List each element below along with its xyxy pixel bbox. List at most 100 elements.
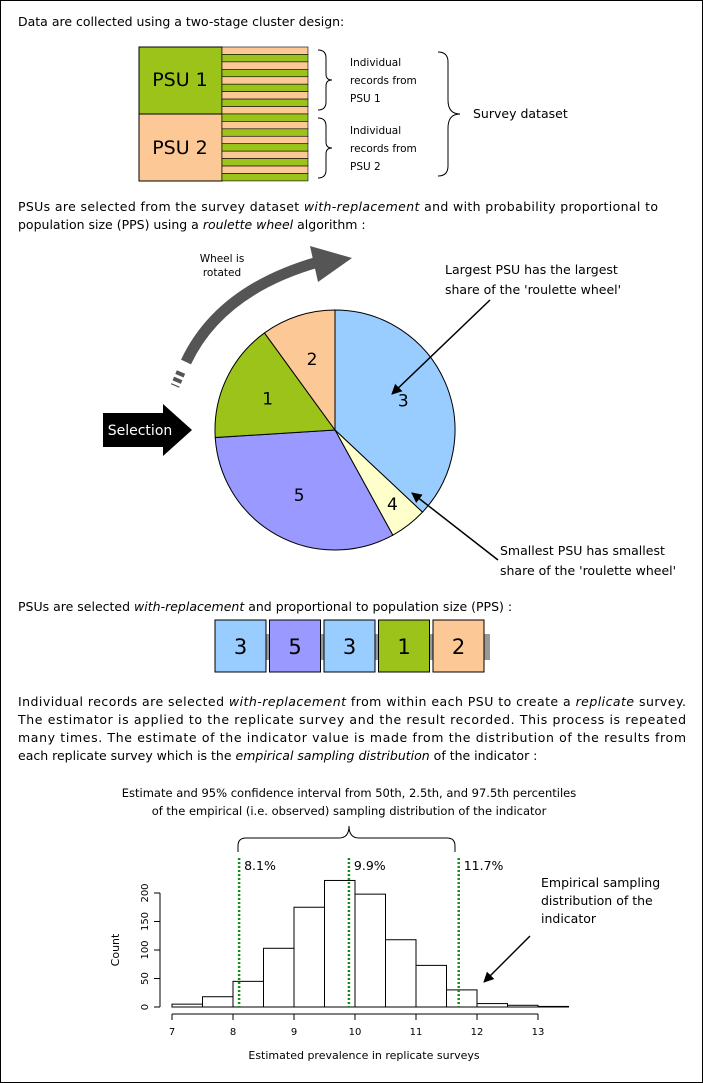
record-row <box>221 135 309 145</box>
record-row <box>221 113 309 122</box>
slice-label: 4 <box>387 495 398 515</box>
x-tick-label: 9 <box>291 1027 297 1038</box>
psu-box <box>432 619 485 673</box>
records-label: records from <box>350 143 417 155</box>
y-tick-label: 50 <box>140 972 151 985</box>
histogram: 7 8 9 10 11 12 13 0 50 100 150 200 Estimated prevale… <box>109 858 569 1062</box>
record-stripes <box>221 46 309 182</box>
text: many times. The estimate of the indicato… <box>18 730 686 745</box>
psu-label: 3 <box>343 635 356 659</box>
slice-label: 5 <box>294 486 305 506</box>
paragraph-line: Individual records are selected with-rep… <box>18 694 686 709</box>
text: algorithm : <box>293 217 366 232</box>
annotation: distribution of the <box>541 893 653 908</box>
record-row <box>221 106 309 115</box>
record-row <box>221 165 309 174</box>
bar <box>324 879 356 1008</box>
y-tick-label: 100 <box>140 940 151 959</box>
slice-label: 1 <box>262 389 273 409</box>
x-tick-label: 13 <box>532 1027 545 1038</box>
text: roulette wheel <box>203 217 294 232</box>
caption: Estimate and 95% confidence interval fro… <box>122 786 576 800</box>
record-row <box>221 69 309 78</box>
text: PSUs are selected <box>18 599 134 614</box>
pie-slice <box>334 309 456 513</box>
selected-psus: 3 5 3 1 2 <box>214 619 485 673</box>
records-label: PSU 1 <box>350 93 381 105</box>
text: The estimator is applied to the replicat… <box>17 712 686 727</box>
text: replicate <box>576 694 635 709</box>
pie-slice <box>214 429 394 551</box>
brace <box>237 825 456 852</box>
record-row <box>221 83 309 92</box>
psu-box <box>138 113 223 182</box>
wheel-note: Wheel is <box>200 253 245 265</box>
records-label: records from <box>350 75 417 87</box>
brace <box>317 49 333 111</box>
record-row <box>221 143 309 152</box>
record-row <box>221 46 309 55</box>
y-tick-label: 200 <box>140 883 151 902</box>
rotation-arrow <box>181 256 320 365</box>
psu-label: PSU 2 <box>152 137 208 159</box>
text: with-replacement <box>134 599 245 614</box>
intro: Data are collected using a two-stage clu… <box>18 14 344 29</box>
record-row <box>221 76 309 85</box>
percentile-label: 11.7% <box>464 858 504 873</box>
bar <box>476 1003 508 1008</box>
annotation: Smallest PSU has smallest <box>500 543 665 558</box>
psu-label: 3 <box>234 635 247 659</box>
caption: of the empirical (i.e. observed) samplin… <box>152 804 547 818</box>
psu-label: 5 <box>288 635 301 659</box>
y-tick-label: 150 <box>140 912 151 931</box>
paragraph-line: The estimator is applied to the replicat… <box>17 712 686 727</box>
psu-label: PSU 1 <box>152 69 208 91</box>
annotation: Largest PSU has the largest <box>445 262 618 277</box>
record-row <box>221 54 309 63</box>
brace <box>437 51 461 177</box>
records-label: Individual <box>350 57 401 69</box>
y-axis-title: Count <box>109 933 122 966</box>
selection-arrow <box>103 404 192 456</box>
rotation-dash <box>170 370 186 388</box>
x-axis-title: Estimated prevalence in replicate survey… <box>248 1049 480 1062</box>
arrow <box>483 935 531 983</box>
x-tick-label: 8 <box>230 1027 236 1038</box>
brace <box>317 117 333 179</box>
psu-box <box>323 619 376 673</box>
annotation: share of the 'roulette wheel' <box>445 282 621 297</box>
bar <box>202 996 234 1008</box>
bar <box>293 906 325 1008</box>
slice-label: 2 <box>307 350 318 370</box>
arrow <box>391 299 491 395</box>
text: survey. <box>635 694 686 709</box>
psu-label: 1 <box>397 635 410 659</box>
annotation: indicator <box>541 911 597 926</box>
pie-slice <box>214 332 336 439</box>
bar <box>507 1004 539 1008</box>
percentile-label: 8.1% <box>244 858 276 873</box>
x-tick-label: 12 <box>471 1027 484 1038</box>
record-row <box>221 121 309 130</box>
bar <box>446 989 478 1008</box>
psu-box <box>378 619 430 673</box>
selection-label: Selection <box>108 423 173 439</box>
text: and proportional to population size (PPS… <box>244 599 512 614</box>
paragraph-line: PSUs are selected from the survey datase… <box>18 199 658 214</box>
bar <box>354 893 386 1008</box>
pie-slice <box>263 309 336 432</box>
x-tick-label: 11 <box>410 1027 423 1038</box>
records-label: Individual <box>350 125 401 137</box>
record-row <box>221 150 309 159</box>
records-label: PSU 2 <box>350 161 381 173</box>
record-row <box>221 128 309 137</box>
annotation: share of the 'roulette wheel' <box>500 563 676 578</box>
bar <box>537 1005 569 1008</box>
text: empirical sampling distribution <box>236 748 430 763</box>
record-row <box>221 61 309 70</box>
dataset-label: Survey dataset <box>473 106 568 121</box>
x-tick-label: 10 <box>349 1027 362 1038</box>
annotation: Empirical sampling <box>541 875 660 890</box>
text: Individual records are selected <box>18 694 228 709</box>
record-row <box>221 173 309 182</box>
